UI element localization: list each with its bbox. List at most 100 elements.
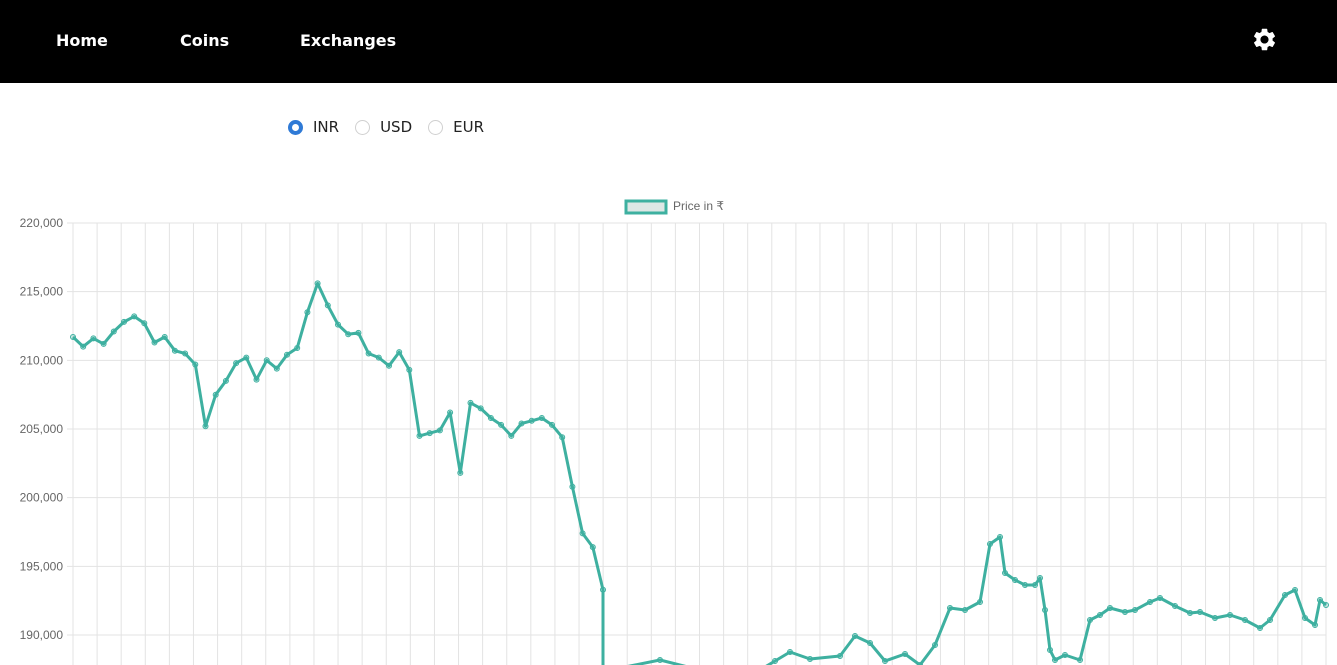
price-point[interactable] (569, 483, 576, 490)
price-point[interactable] (477, 405, 484, 412)
price-point[interactable] (917, 662, 923, 665)
price-point[interactable] (70, 334, 76, 340)
price-point[interactable] (962, 607, 968, 613)
price-point[interactable] (1197, 609, 1203, 615)
price-point[interactable] (1312, 622, 1318, 628)
price-point[interactable] (467, 399, 474, 406)
price-point[interactable] (171, 347, 178, 354)
price-point[interactable] (396, 349, 403, 356)
price-point[interactable] (1122, 609, 1128, 615)
price-point[interactable] (161, 334, 168, 340)
nav-exchanges-link[interactable]: Exchanges (300, 31, 397, 50)
price-point[interactable] (375, 354, 382, 361)
price-point[interactable] (100, 340, 107, 347)
price-point[interactable] (538, 415, 545, 421)
price-point[interactable] (1323, 602, 1329, 608)
price-point[interactable] (1187, 610, 1193, 616)
price-point[interactable] (867, 640, 873, 646)
price-point[interactable] (263, 357, 270, 364)
price-point[interactable] (110, 328, 117, 335)
radio-checked-icon[interactable] (288, 119, 303, 135)
price-point[interactable] (1107, 605, 1113, 611)
price-point[interactable] (518, 420, 525, 427)
price-point[interactable] (1212, 615, 1218, 621)
price-point[interactable] (1077, 657, 1083, 663)
price-point[interactable] (528, 417, 535, 424)
price-point[interactable] (600, 586, 606, 593)
price-point[interactable] (657, 657, 663, 663)
price-point[interactable] (284, 351, 290, 358)
price-point[interactable] (202, 423, 209, 430)
price-point[interactable] (852, 633, 858, 639)
price-point[interactable] (324, 302, 331, 309)
price-point[interactable] (772, 658, 778, 664)
price-point[interactable] (335, 321, 341, 328)
price-point[interactable] (902, 651, 908, 657)
price-point[interactable] (273, 365, 280, 372)
price-point[interactable] (314, 280, 321, 287)
currency-option-usd[interactable]: USD (355, 118, 412, 136)
price-point[interactable] (1242, 617, 1248, 623)
radio-unchecked-icon[interactable] (428, 119, 444, 135)
price-point[interactable] (1022, 582, 1028, 588)
price-point[interactable] (1002, 570, 1008, 576)
price-point[interactable] (447, 409, 454, 416)
chart-legend[interactable]: Price in ₹ (624, 199, 724, 215)
price-point[interactable] (549, 421, 555, 428)
price-point[interactable] (559, 434, 566, 441)
price-point[interactable] (141, 320, 148, 327)
price-point[interactable] (1302, 615, 1308, 621)
currency-option-inr[interactable]: INR (288, 118, 339, 136)
price-point[interactable] (997, 534, 1003, 540)
price-point[interactable] (121, 318, 127, 325)
price-point[interactable] (151, 339, 158, 346)
price-point[interactable] (131, 313, 138, 320)
price-point[interactable] (436, 427, 443, 434)
price-point[interactable] (947, 605, 953, 611)
price-point[interactable] (787, 649, 793, 655)
nav-coins-link[interactable]: Coins (180, 31, 230, 50)
currency-option-eur[interactable]: EUR (428, 118, 484, 136)
price-point[interactable] (1172, 603, 1178, 609)
price-point[interactable] (1227, 612, 1233, 618)
price-point[interactable] (837, 653, 843, 659)
price-point[interactable] (1032, 582, 1038, 588)
price-point[interactable] (1147, 599, 1153, 605)
price-point[interactable] (977, 599, 983, 605)
price-point[interactable] (1267, 617, 1273, 623)
price-point[interactable] (1037, 575, 1043, 581)
price-point[interactable] (345, 331, 352, 338)
price-point[interactable] (1157, 595, 1163, 601)
price-point[interactable] (1257, 625, 1263, 631)
price-point[interactable] (416, 432, 423, 439)
price-point[interactable] (579, 530, 586, 537)
price-point[interactable] (508, 432, 515, 439)
price-point[interactable] (807, 656, 813, 662)
price-point[interactable] (882, 658, 888, 664)
price-point[interactable] (1047, 647, 1053, 653)
price-point[interactable] (182, 350, 189, 357)
price-point[interactable] (1292, 587, 1298, 593)
price-point[interactable] (1062, 652, 1068, 658)
price-point[interactable] (355, 329, 362, 336)
price-point[interactable] (233, 360, 240, 367)
price-point[interactable] (243, 354, 250, 361)
price-point[interactable] (192, 361, 199, 368)
price-point[interactable] (932, 642, 938, 648)
price-point[interactable] (1042, 607, 1048, 613)
price-point[interactable] (253, 376, 260, 383)
radio-unchecked-icon[interactable] (355, 119, 371, 135)
price-point[interactable] (987, 541, 993, 547)
price-point[interactable] (1052, 657, 1058, 663)
gear-icon[interactable] (1251, 26, 1278, 53)
price-point[interactable] (426, 430, 433, 437)
nav-home-link[interactable]: Home (56, 31, 108, 50)
price-point[interactable] (1132, 607, 1138, 613)
price-point[interactable] (212, 391, 219, 398)
price-point[interactable] (1097, 612, 1103, 618)
price-point[interactable] (386, 362, 392, 369)
price-point[interactable] (1282, 592, 1288, 598)
price-point[interactable] (90, 335, 97, 342)
price-point[interactable] (304, 309, 311, 316)
price-point[interactable] (589, 544, 596, 551)
